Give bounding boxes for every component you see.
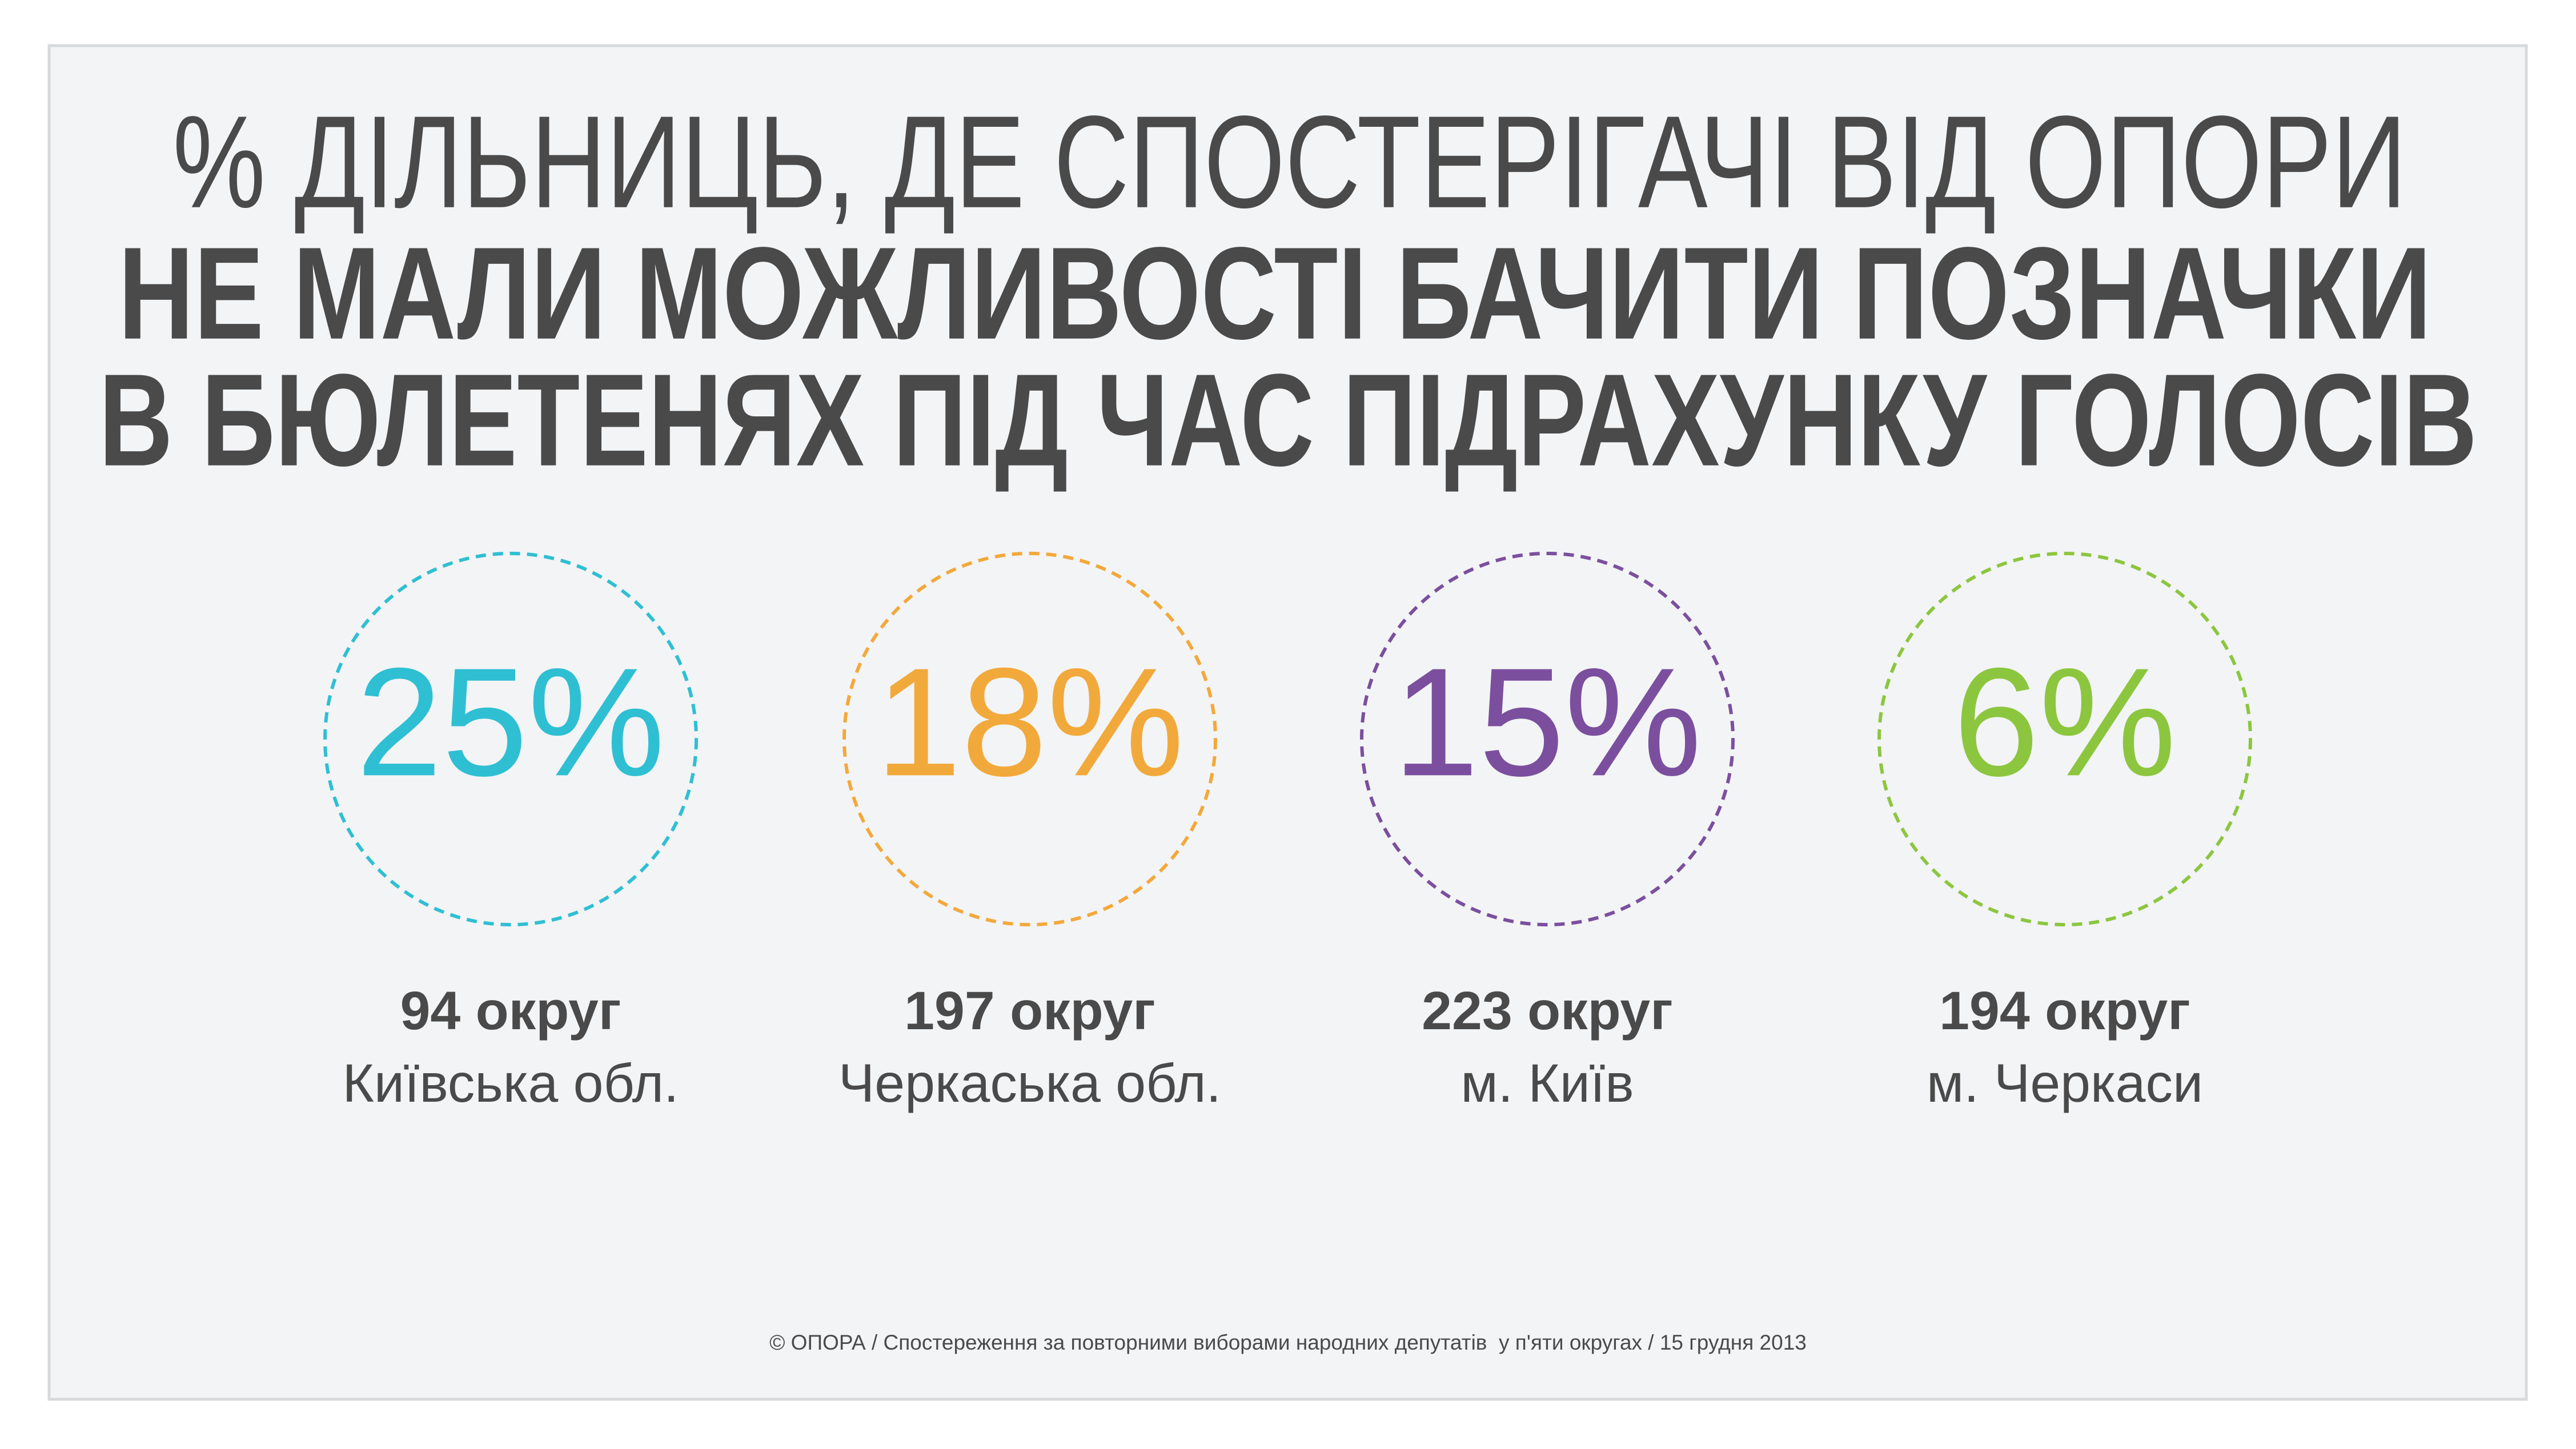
stat-circle — [1360, 552, 1735, 926]
stat-value: 18% — [876, 636, 1184, 808]
region-label: Київська обл. — [343, 1053, 679, 1114]
stat-value: 15% — [1393, 636, 1702, 808]
district-label: 94 округ — [400, 981, 621, 1041]
district-label: 223 округ — [1422, 981, 1673, 1041]
title-line: В БЮЛЕТЕНЯХ ПІД ЧАС ПІДРАХУНКУ ГОЛОСІВ — [99, 347, 2477, 493]
panel — [47, 44, 2528, 1401]
stat-value: 25% — [356, 636, 665, 808]
region-label: м. Київ — [1460, 1053, 1634, 1114]
stat-circle — [323, 552, 698, 926]
district-label: 194 округ — [1939, 981, 2190, 1041]
footer: © ОПОРА / Спостереження за повторними ви… — [769, 1331, 1807, 1354]
region-label: м. Черкаси — [1927, 1053, 2203, 1114]
title-line: НЕ МАЛИ МОЖЛИВОСТІ БАЧИТИ ПОЗНАЧКИ — [118, 220, 2431, 367]
stat-value: 6% — [1953, 636, 2176, 808]
stat-circle — [1877, 552, 2252, 926]
title-line: % ДІЛЬНИЦЬ, ДЕ СПОСТЕРІГАЧІ ВІД ОПОРИ — [173, 89, 2407, 235]
stat-circle — [842, 552, 1217, 926]
region-label: Черкаська обл. — [838, 1053, 1221, 1114]
district-label: 197 округ — [904, 981, 1155, 1041]
